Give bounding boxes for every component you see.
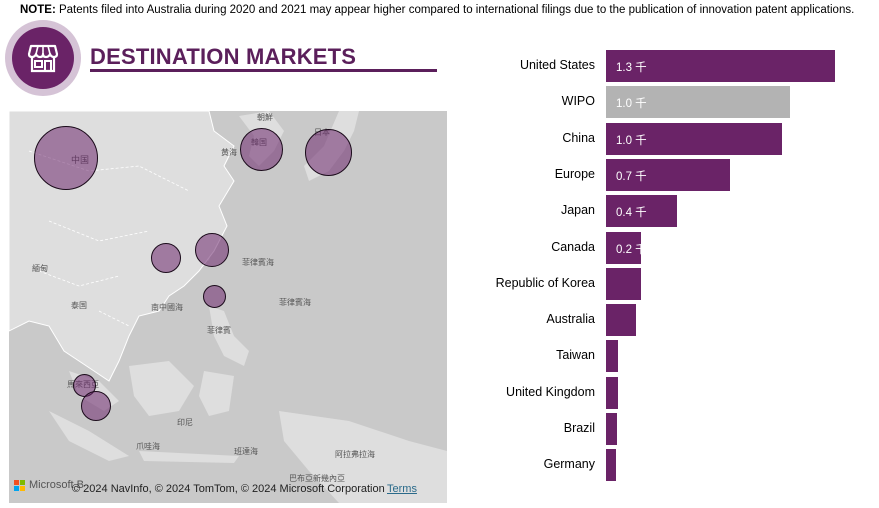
title-underline <box>90 69 437 72</box>
microsoft-logo-icon <box>14 480 26 492</box>
bubble-taiwan[interactable] <box>195 233 229 267</box>
svg-text:班達海: 班達海 <box>234 446 258 456</box>
svg-text:菲律賓海: 菲律賓海 <box>279 297 311 307</box>
note-text: Patents filed into Australia during 2020… <box>56 4 855 16</box>
svg-text:菲律賓海: 菲律賓海 <box>242 257 274 267</box>
data-label: 1.0 千 <box>616 95 647 111</box>
map-copyright: © 2024 NavInfo, © 2024 TomTom, © 2024 Mi… <box>72 483 385 495</box>
category-label: Germany <box>544 457 595 471</box>
category-label: Brazil <box>564 421 595 435</box>
svg-text:阿拉弗拉海: 阿拉弗拉海 <box>335 449 375 459</box>
svg-text:菲律賓: 菲律賓 <box>207 325 231 335</box>
data-label: 0.7 千 <box>616 168 647 184</box>
category-label: Japan <box>561 203 595 217</box>
bar[interactable] <box>606 449 616 481</box>
svg-text:南中國海: 南中國海 <box>151 302 183 312</box>
data-label: 0.4 千 <box>616 204 647 220</box>
category-label: China <box>562 131 595 145</box>
svg-text:爪哇海: 爪哇海 <box>136 441 160 451</box>
bar[interactable] <box>606 268 641 300</box>
category-label: Europe <box>555 167 595 181</box>
bubble-map[interactable]: 中国 朝鮮 韓国 日本 黄海 菲律賓海 菲律賓海 緬甸 泰国 南中國海 菲律賓 … <box>9 111 447 503</box>
filing-note: NOTE: Patents filed into Australia durin… <box>20 4 854 16</box>
svg-text:黄海: 黄海 <box>221 147 237 157</box>
bar[interactable] <box>606 377 618 409</box>
storefront-icon <box>5 20 81 96</box>
data-label: 0.2 千 <box>616 241 647 257</box>
bar[interactable] <box>606 340 618 372</box>
terms-link[interactable]: Terms <box>387 483 417 495</box>
bubble-japan[interactable] <box>305 129 352 176</box>
category-label: Republic of Korea <box>496 276 595 290</box>
svg-text:泰国: 泰国 <box>71 300 87 310</box>
bar[interactable] <box>606 413 617 445</box>
data-label: 1.0 千 <box>616 132 647 148</box>
bar[interactable] <box>606 304 636 336</box>
bubble-korea[interactable] <box>240 128 283 171</box>
category-label: Taiwan <box>556 348 595 362</box>
page-title: DESTINATION MARKETS <box>90 44 356 70</box>
svg-text:朝鮮: 朝鮮 <box>257 112 273 122</box>
svg-text:印尼: 印尼 <box>177 418 193 427</box>
category-label: WIPO <box>562 94 595 108</box>
category-label: Canada <box>551 240 595 254</box>
bubble-philippines[interactable] <box>203 285 226 308</box>
category-label: United Kingdom <box>506 385 595 399</box>
svg-text:巴布亞新幾內亞: 巴布亞新幾內亞 <box>289 473 345 483</box>
note-prefix: NOTE: <box>20 4 56 16</box>
svg-text:緬甸: 緬甸 <box>32 263 48 273</box>
data-label: 1.3 千 <box>616 59 647 75</box>
category-label: United States <box>520 58 595 72</box>
bubble-singapore[interactable] <box>81 391 111 421</box>
bubble-china[interactable] <box>34 126 98 190</box>
bubble-hongkong[interactable] <box>151 243 181 273</box>
category-label: Australia <box>546 312 595 326</box>
